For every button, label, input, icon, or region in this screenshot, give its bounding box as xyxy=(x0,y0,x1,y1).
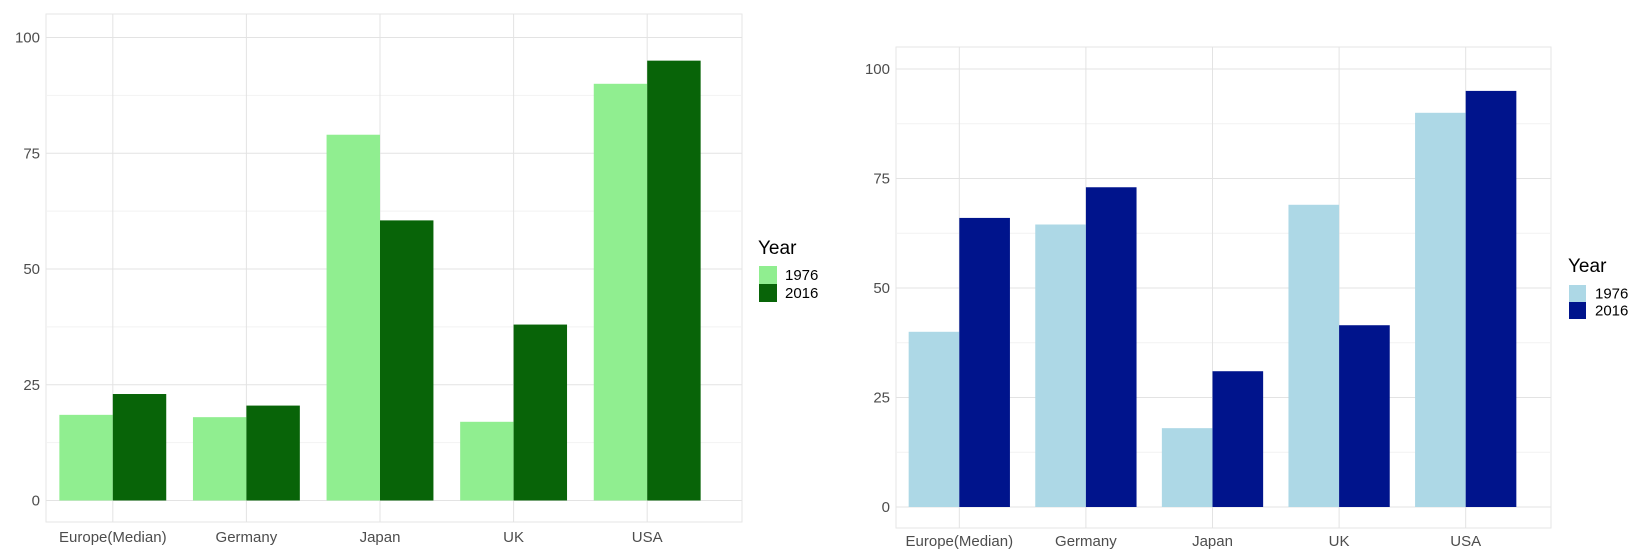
legend-title: Year xyxy=(1568,256,1607,277)
chart-panel-1: 0 25 50 75 100 Europe(Median) Germany Japan UK US… xyxy=(15,13,818,546)
bar-2016-europe-median- xyxy=(959,217,1010,508)
legend-label-1976: 1976 xyxy=(785,267,818,284)
y-tick-label: 75 xyxy=(23,145,40,162)
x-tick-label: Europe(Median) xyxy=(906,533,1014,550)
legend-title: Year xyxy=(758,238,797,259)
y-tick-label: 25 xyxy=(873,390,890,407)
y-tick-label: 75 xyxy=(873,171,890,188)
x-tick-label: USA xyxy=(632,529,663,546)
bar-2016-japan xyxy=(1212,371,1264,507)
bar-1976-japan xyxy=(1161,428,1213,507)
y-tick-label: 25 xyxy=(23,377,40,394)
bar-2016-usa xyxy=(1465,90,1517,508)
y-tick-label: 100 xyxy=(865,61,890,78)
bar-2016-uk xyxy=(1339,325,1390,507)
legend-key-1976 xyxy=(1569,285,1586,302)
legend-key-2016 xyxy=(759,284,777,302)
bar-1976-germany xyxy=(192,417,247,501)
y-tick-label: 100 xyxy=(15,30,40,47)
legend-key-2016 xyxy=(1569,302,1586,319)
plot-panel-border xyxy=(45,13,743,523)
bar-2016-usa xyxy=(647,60,701,501)
bar-2016-germany xyxy=(246,405,300,501)
bar-2016-japan xyxy=(380,220,434,501)
bar-1976-uk xyxy=(1288,204,1340,507)
bar-2016-uk xyxy=(513,324,568,501)
y-tick-label: 0 xyxy=(882,499,890,516)
legend-label-2016: 2016 xyxy=(785,285,818,302)
bar-1976-uk xyxy=(460,421,514,501)
bar-1976-europe-median- xyxy=(908,331,960,507)
chart-panel-2: 0 25 50 75 100 Europe(Median) Germany Japan UK US… xyxy=(865,46,1628,550)
bar-1976-usa xyxy=(593,83,648,501)
x-tick-label: Japan xyxy=(1192,533,1233,550)
x-tick-label: Germany xyxy=(1055,533,1117,550)
y-tick-label: 50 xyxy=(23,261,40,278)
legend-key-1976 xyxy=(759,266,777,284)
x-tick-label: Germany xyxy=(216,529,278,546)
bar-1976-japan xyxy=(326,134,380,501)
x-tick-label: UK xyxy=(1329,533,1350,550)
x-tick-label: Europe(Median) xyxy=(59,529,167,546)
legend-label-2016: 2016 xyxy=(1595,303,1628,320)
bar-1976-germany xyxy=(1035,224,1086,508)
bar-2016-germany xyxy=(1085,187,1137,507)
y-tick-label: 50 xyxy=(873,280,890,297)
bar-1976-usa xyxy=(1415,112,1466,508)
x-tick-label: UK xyxy=(503,529,524,546)
bar-2016-europe-median- xyxy=(112,394,167,501)
x-tick-label: Japan xyxy=(360,529,401,546)
bar-1976-europe-median- xyxy=(59,414,113,501)
legend-label-1976: 1976 xyxy=(1595,286,1628,303)
y-tick-label: 0 xyxy=(32,493,40,510)
x-tick-label: USA xyxy=(1450,533,1481,550)
